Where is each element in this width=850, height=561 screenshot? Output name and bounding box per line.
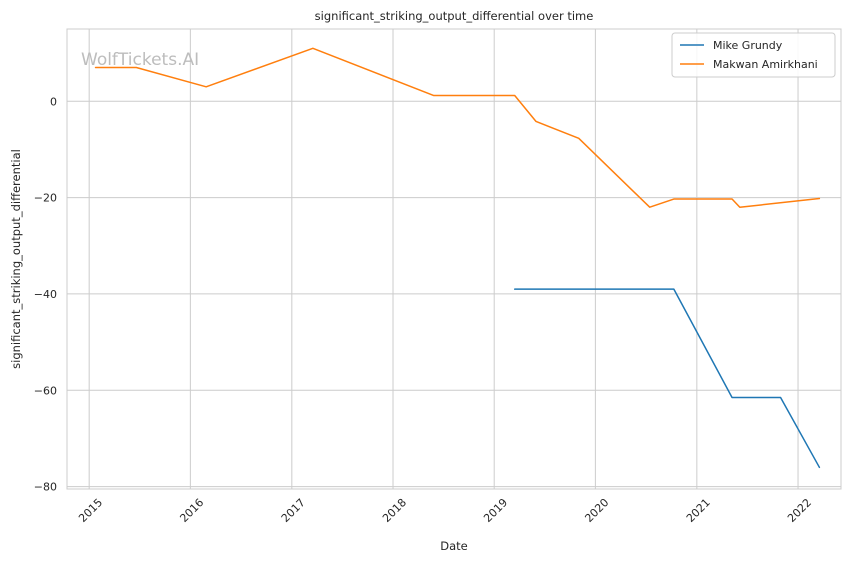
x-axis-label: Date xyxy=(440,539,468,553)
y-tick-label: −40 xyxy=(34,288,57,301)
y-tick-label: −20 xyxy=(34,192,57,205)
chart-title: significant_striking_output_differential… xyxy=(315,9,594,23)
grid-layer xyxy=(67,29,841,489)
y-axis-label: significant_striking_output_differential xyxy=(9,149,23,369)
legend-box xyxy=(671,32,836,78)
y-tick-label: −80 xyxy=(34,481,57,494)
series-line xyxy=(94,47,821,208)
series-layer xyxy=(94,47,821,469)
plot-frame xyxy=(66,28,842,490)
y-tick-label: 0 xyxy=(50,95,57,108)
series-line xyxy=(513,288,821,469)
y-tick-label: −60 xyxy=(34,384,57,397)
legend-label: Makwan Amirkhani xyxy=(713,58,818,71)
legend: Mike Grundy Makwan Amirkhani xyxy=(671,32,836,78)
watermark: WolfTickets.AI xyxy=(81,50,199,70)
legend-label: Mike Grundy xyxy=(713,39,783,52)
